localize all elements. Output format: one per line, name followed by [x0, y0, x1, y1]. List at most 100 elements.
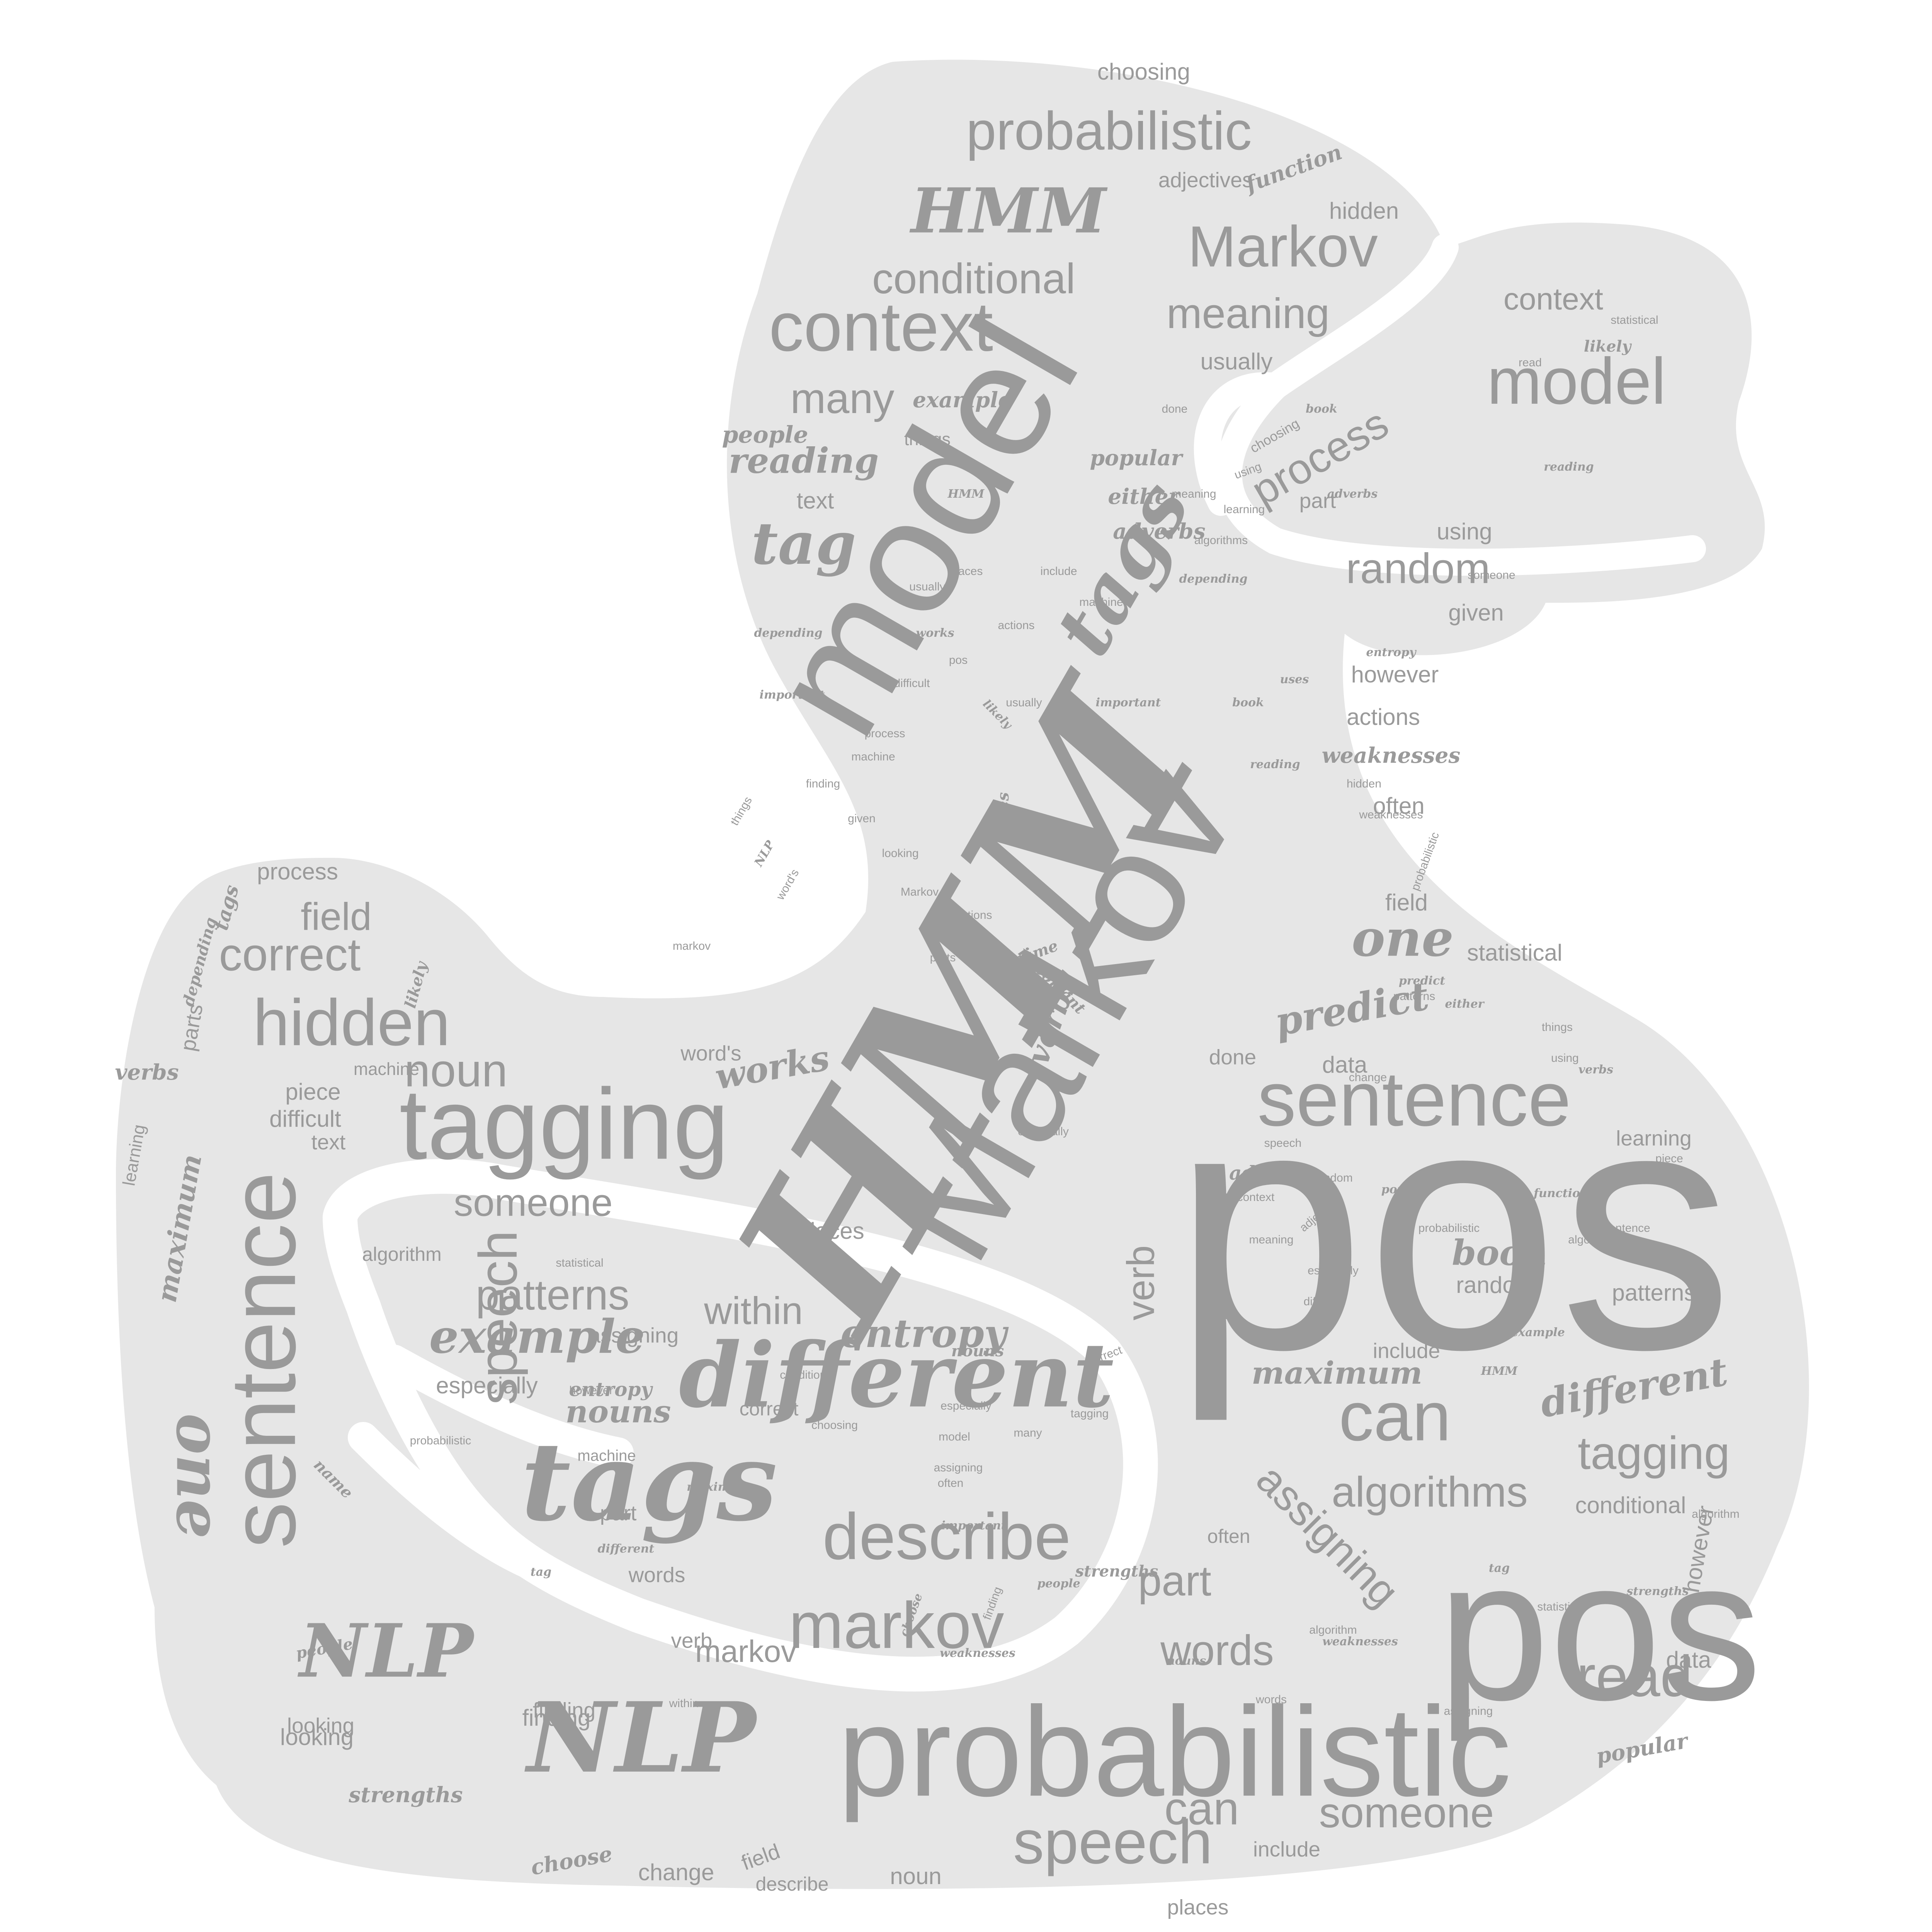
word-cloud-word: read — [1577, 1644, 1692, 1709]
word-cloud-word: noun — [405, 1045, 508, 1097]
word-cloud-word: likely — [1584, 337, 1632, 355]
word-cloud-word: context — [1503, 282, 1603, 316]
word-cloud-word: things — [728, 794, 755, 828]
word-cloud-word: function — [1533, 1187, 1588, 1200]
word-cloud-word: maximum — [1252, 1355, 1422, 1391]
word-cloud-word: speech — [1264, 1137, 1302, 1150]
wing-outline — [323, 1159, 1158, 1692]
word-cloud-word: include — [1253, 1837, 1320, 1861]
word-cloud-word: especially — [940, 1400, 992, 1412]
word-cloud-word: especially — [1308, 1264, 1359, 1277]
word-cloud-word: text — [311, 1130, 346, 1154]
word-cloud-word: weaknesses — [1322, 743, 1461, 768]
word-cloud-word: places — [1167, 1895, 1229, 1919]
word-cloud-word: adverbs — [1229, 1162, 1313, 1184]
word-cloud-word: nouns — [951, 1342, 1004, 1360]
word-cloud-word: pos — [949, 654, 968, 667]
wing-feather-1 — [348, 1422, 556, 1584]
word-cloud-word: hidden — [1329, 198, 1399, 224]
word-cloud-word: people — [1037, 1577, 1080, 1590]
word-cloud-word: entropy — [569, 1378, 653, 1401]
word-cloud-word: random — [1346, 545, 1490, 592]
word-cloud-word: patterns — [1393, 990, 1435, 1003]
word-cloud-word: verbs — [115, 1060, 179, 1085]
word-cloud-word: data — [1666, 1647, 1711, 1673]
word-cloud-word: machine — [354, 1059, 419, 1079]
word-cloud-word: meaning — [1249, 1233, 1293, 1246]
word-cloud-word: reading — [1250, 758, 1300, 771]
word-cloud-word: statistical — [556, 1257, 603, 1269]
word-cloud-word: tagging — [1071, 1407, 1109, 1420]
word-cloud-word: assigning — [589, 1323, 679, 1347]
word-cloud-word: important — [1096, 696, 1161, 709]
word-cloud-word: statistical — [1537, 1600, 1585, 1613]
word-cloud-word: probabilistic — [410, 1434, 471, 1447]
word-cloud-word: words — [1255, 1693, 1287, 1706]
word-cloud-word: can — [1339, 1378, 1451, 1456]
word-cloud-word: example — [913, 387, 1012, 412]
word-cloud-word: sentence — [211, 1172, 315, 1548]
word-cloud-word: things — [1542, 1021, 1573, 1034]
word-cloud-word: important — [760, 688, 825, 702]
word-cloud-word: markov — [673, 940, 711, 952]
word-cloud-word: actions — [955, 909, 992, 922]
word-cloud-word: speech — [468, 1230, 528, 1405]
word-cloud-word: many — [791, 375, 895, 422]
word-cloud-word: meaning — [1172, 488, 1216, 500]
word-cloud-word: example — [1511, 1326, 1565, 1339]
word-cloud-word: assigning — [1444, 1705, 1493, 1718]
word-cloud-word: maximum — [150, 1152, 208, 1304]
word-cloud-word: one — [1352, 909, 1454, 968]
word-cloud-word: things — [904, 429, 951, 449]
word-cloud-word: conditional — [780, 1369, 835, 1381]
word-cloud-word: sentence — [1257, 1056, 1571, 1142]
word-cloud-word: actions — [1347, 704, 1420, 730]
word-cloud-word: Markov — [1188, 214, 1378, 279]
word-cloud-word: machine — [851, 750, 895, 763]
word-cloud-word: entropy — [1366, 646, 1417, 659]
word-cloud-word: however — [1351, 662, 1439, 687]
word-cloud-word: HMM — [947, 487, 985, 501]
word-cloud-word: someone — [454, 1181, 612, 1224]
word-cloud-word: adverbs — [1113, 519, 1205, 544]
word-cloud-word: pos — [1438, 1517, 1762, 1743]
word-cloud-word: choosing — [1097, 59, 1190, 85]
word-cloud-word: learning — [119, 1123, 149, 1187]
word-cloud-word: choosing — [811, 1419, 858, 1432]
word-cloud-word: HMM — [1481, 1364, 1518, 1378]
word-cloud-word: context — [1237, 1191, 1275, 1204]
word-cloud-word: reading — [729, 440, 879, 481]
word-cloud-word: looking — [287, 1714, 354, 1738]
word-cloud-word: tagging — [400, 1068, 729, 1181]
word-cloud-word: nouns — [566, 1393, 671, 1430]
word-cloud-word: describe — [823, 1500, 1071, 1573]
word-cloud-word: word's — [680, 1041, 741, 1065]
word-cloud-word: name — [310, 1456, 356, 1502]
word-cloud-word: difficult — [894, 677, 930, 690]
word-cloud-word: speech — [1013, 1807, 1213, 1876]
word-cloud-word: algorithm — [1568, 1233, 1616, 1246]
word-cloud-word: hidden — [253, 986, 451, 1060]
word-cloud-word: popular — [1090, 445, 1184, 470]
word-cloud-word: Markov — [901, 886, 939, 898]
word-cloud-word: word's — [774, 867, 801, 903]
word-cloud-word: depending — [754, 626, 822, 640]
word-cloud-word: entropy — [840, 1311, 1009, 1356]
word-cloud-word: algorithm — [1692, 1508, 1739, 1520]
word-cloud-word: places — [949, 565, 983, 578]
word-cloud-word: book — [1306, 402, 1337, 416]
word-cloud-word: piece — [1655, 1152, 1683, 1165]
word-cloud-word: model — [1487, 345, 1666, 418]
word-cloud-word: nouns — [1167, 1654, 1206, 1668]
word-cloud-word: usually — [1201, 349, 1273, 374]
word-cloud-word: usually — [1006, 696, 1042, 709]
word-cloud-word: learning — [1224, 503, 1265, 516]
word-cloud-word: piece — [285, 1079, 340, 1105]
word-cloud-word: parts — [930, 951, 956, 964]
word-cloud-word: HMM — [909, 175, 1108, 247]
word-cloud-word: patterns — [476, 1271, 629, 1319]
word-cloud-word: process — [864, 727, 905, 740]
word-cloud-word: text — [797, 488, 834, 514]
